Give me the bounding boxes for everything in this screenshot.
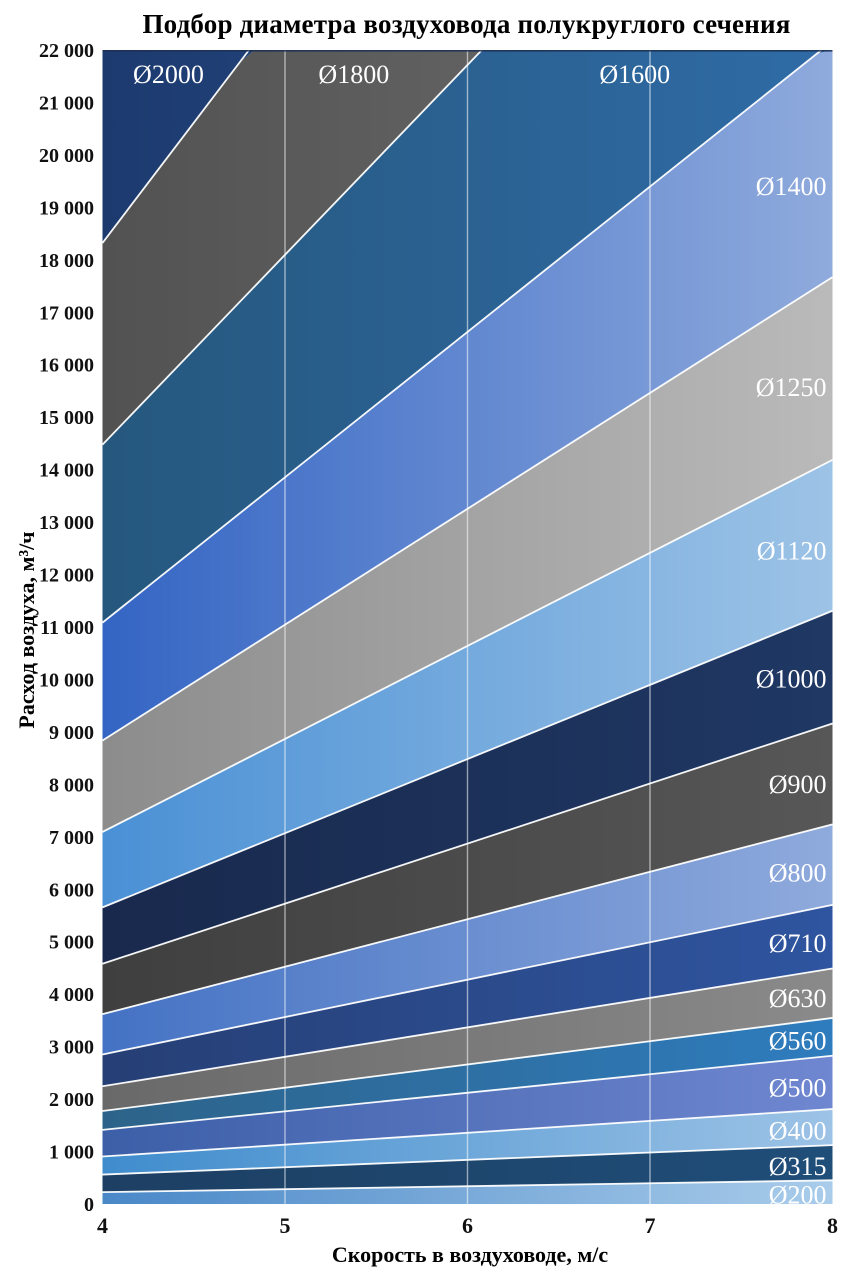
y-tick-5000: 5 000 (49, 932, 94, 954)
x-tick-6: 6 (462, 1213, 473, 1238)
band-label-200: Ø200 (769, 1181, 827, 1210)
band-label-1800: Ø1800 (318, 60, 389, 89)
band-boundary-1800 (101, 49, 250, 244)
band-label-500: Ø500 (769, 1074, 827, 1103)
y-tick-15000: 15 000 (39, 407, 94, 429)
y-tick-3000: 3 000 (49, 1037, 94, 1059)
x-tick-8: 8 (827, 1213, 838, 1238)
y-tick-16000: 16 000 (39, 355, 94, 377)
y-tick-12000: 12 000 (39, 565, 94, 587)
y-tick-7000: 7 000 (49, 827, 94, 849)
y-tick-10000: 10 000 (39, 669, 94, 691)
y-tick-0: 0 (84, 1194, 94, 1216)
band-label-560: Ø560 (769, 1027, 827, 1056)
y-tick-17000: 17 000 (39, 302, 94, 324)
band-label-400: Ø400 (769, 1117, 827, 1146)
y-tick-22000: 22 000 (39, 40, 94, 62)
y-tick-6000: 6 000 (49, 879, 94, 901)
band-label-315: Ø315 (769, 1152, 827, 1181)
band-boundary-1400 (101, 49, 823, 624)
band-label-1120: Ø1120 (757, 536, 827, 565)
band-label-1250: Ø1250 (756, 373, 827, 402)
y-tick-14000: 14 000 (39, 460, 94, 482)
band-label-2000: Ø2000 (133, 60, 204, 89)
y-tick-1000: 1 000 (49, 1142, 94, 1164)
x-tick-7: 7 (645, 1213, 656, 1238)
band-label-1000: Ø1000 (756, 664, 827, 693)
band-label-1600: Ø1600 (599, 60, 670, 89)
band-label-630: Ø630 (769, 984, 827, 1013)
band-label-900: Ø900 (769, 770, 827, 799)
chart-title: Подбор диаметра воздуховода полукруглого… (142, 9, 791, 39)
y-tick-19000: 19 000 (39, 197, 94, 219)
y-tick-20000: 20 000 (39, 145, 94, 167)
band-label-710: Ø710 (769, 929, 827, 958)
band-label-1400: Ø1400 (756, 172, 827, 201)
band-label-800: Ø800 (769, 859, 827, 888)
y-tick-2000: 2 000 (49, 1089, 94, 1111)
band-area-2000 (102, 50, 833, 243)
y-tick-21000: 21 000 (39, 92, 94, 114)
y-tick-18000: 18 000 (39, 250, 94, 272)
y-tick-4000: 4 000 (49, 984, 94, 1006)
x-axis-title: Скорость в воздуховоде, м/с (331, 1242, 609, 1267)
y-tick-9000: 9 000 (49, 722, 94, 744)
y-tick-11000: 11 000 (40, 617, 94, 639)
y-tick-8000: 8 000 (49, 774, 94, 796)
band-boundary-1600 (101, 49, 483, 446)
y-tick-13000: 13 000 (39, 512, 94, 534)
x-tick-4: 4 (97, 1213, 108, 1238)
y-axis-title: Расход воздуха, м³/ч (14, 531, 39, 729)
x-tick-5: 5 (280, 1213, 291, 1238)
